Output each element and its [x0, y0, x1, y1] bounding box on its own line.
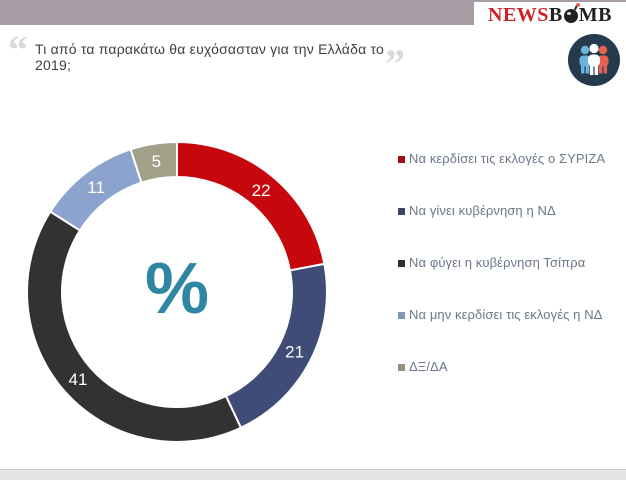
donut-segment-4	[129, 141, 178, 184]
survey-question: Τι από τα παρακάτω θα ευχόσασταν για την…	[35, 41, 384, 73]
logo-b-text: B	[548, 3, 563, 26]
legend-label-2: Να φύγει η κυβέρνηση Τσίπρα	[409, 255, 586, 270]
bomb-icon	[563, 2, 580, 23]
newsbomb-logo-text: NEWS B MB	[488, 2, 612, 26]
donut-segment-3	[49, 148, 143, 232]
footer-bar	[0, 469, 626, 480]
legend-label-4: ΔΞ/ΔΑ	[409, 359, 448, 374]
legend-item-3: Να μην κερδίσει τις εκλογές η ΝΔ	[398, 300, 618, 352]
legend-swatch-1	[398, 208, 405, 215]
segment-value-label-1: 21	[285, 342, 304, 361]
people-group-icon	[568, 34, 620, 86]
segment-value-label-2: 41	[69, 370, 88, 389]
legend-swatch-0	[398, 156, 405, 163]
segment-value-label-3: 11	[87, 178, 105, 197]
legend-swatch-4	[398, 364, 405, 371]
legend-item-0: Να κερδίσει τις εκλογές ο ΣΥΡΙΖΑ	[398, 144, 618, 196]
logo-news-text: NEWS	[488, 3, 549, 26]
legend-swatch-2	[398, 260, 405, 267]
legend: Να κερδίσει τις εκλογές ο ΣΥΡΙΖΑ Να γίνει…	[398, 144, 618, 404]
open-quote-mark: “	[8, 27, 28, 72]
legend-item-4: ΔΞ/ΔΑ	[398, 352, 618, 404]
legend-item-1: Να γίνει κυβέρνηση η ΝΔ	[398, 196, 618, 248]
legend-label-0: Να κερδίσει τις εκλογές ο ΣΥΡΙΖΑ	[409, 151, 606, 166]
segment-value-label-4: 5	[152, 152, 161, 171]
legend-swatch-3	[398, 312, 405, 319]
newsbomb-logo[interactable]: NEWS B MB	[474, 2, 626, 27]
legend-label-3: Να μην κερδίσει τις εκλογές η ΝΔ	[409, 307, 603, 322]
percent-center-symbol: %	[144, 249, 210, 330]
donut-segment-1	[224, 262, 328, 429]
close-quote-mark: ”	[385, 41, 405, 86]
segment-value-label-0: 22	[252, 181, 271, 200]
top-bar: NEWS B MB	[0, 0, 626, 27]
legend-item-2: Να φύγει η κυβέρνηση Τσίπρα	[398, 248, 618, 300]
legend-label-1: Να γίνει κυβέρνηση η ΝΔ	[409, 203, 556, 218]
logo-mb-text: MB	[578, 3, 612, 26]
